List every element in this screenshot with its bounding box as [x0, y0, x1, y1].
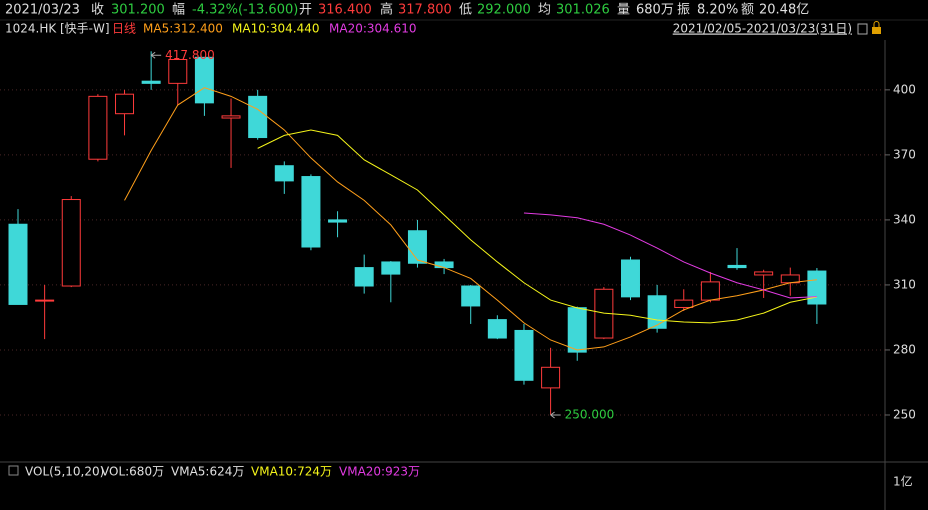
- date: 2021/03/23: [5, 3, 80, 18]
- ma-legend: MA10:304.440: [232, 22, 320, 36]
- annotation: 250.000: [565, 407, 615, 421]
- candle-body: [487, 319, 507, 339]
- candle-body: [221, 115, 241, 119]
- candle-body: [354, 267, 374, 287]
- candle-body: [301, 176, 321, 248]
- y-tick-label: 370: [893, 147, 916, 161]
- field-label: 高: [380, 2, 393, 18]
- y-tick-label: 250: [893, 407, 916, 421]
- candle-body: [461, 285, 481, 307]
- field-value: 301.200: [111, 3, 165, 18]
- y-tick-label: 310: [893, 277, 916, 291]
- candle-body: [88, 95, 108, 160]
- annotation-arrow: [550, 411, 561, 419]
- period: 日线: [112, 22, 136, 36]
- y-tick-label: 340: [893, 212, 916, 226]
- lock-shackle: [873, 21, 880, 27]
- field-value: 317.800: [398, 3, 452, 18]
- candle-body: [807, 270, 827, 305]
- annotation-arrow: [150, 51, 162, 59]
- field-label: 均: [538, 3, 551, 18]
- candle-body: [434, 261, 454, 269]
- field-label: 量: [617, 3, 630, 18]
- stock-name: [快手-W]: [60, 22, 110, 36]
- candle-body: [620, 259, 640, 298]
- volume-icon[interactable]: [8, 465, 19, 476]
- volume-label: VOL(5,10,20): [25, 465, 104, 479]
- candle-body: [700, 281, 720, 301]
- candle-body: [754, 271, 774, 276]
- y-tick-label: 280: [893, 342, 916, 356]
- candle-body: [514, 329, 534, 381]
- ma-legend: MA5:312.400: [143, 22, 223, 36]
- field-label: 幅: [172, 3, 185, 18]
- field-value: 8.20%: [697, 3, 738, 18]
- volume-label: VMA10:724万: [251, 465, 332, 479]
- candle-body: [328, 219, 348, 223]
- field-value: 316.400: [318, 3, 372, 18]
- candle-body: [567, 307, 587, 353]
- candle-body: [381, 261, 401, 275]
- annotation: 417.800: [165, 48, 215, 62]
- candle-body: [141, 80, 161, 84]
- field-label: 开: [299, 3, 312, 18]
- settings-icon[interactable]: [857, 23, 868, 35]
- ma-legend: MA20:304.610: [329, 22, 417, 36]
- y-tick-label: 400: [893, 82, 916, 96]
- lock-icon[interactable]: [872, 27, 881, 34]
- field-label: 收: [91, 3, 104, 18]
- candle-body: [61, 199, 81, 287]
- candle-body: [8, 223, 28, 305]
- volume-label: VOL:680万: [101, 465, 164, 479]
- candle-body: [647, 295, 667, 329]
- ma-line: [257, 129, 817, 324]
- candle-body: [248, 95, 268, 139]
- date-range[interactable]: 2021/02/05-2021/03/23(31日): [673, 22, 852, 36]
- field-value: 292.000: [477, 3, 531, 18]
- field-value: 680万: [636, 3, 674, 18]
- candle-body: [168, 59, 188, 84]
- field-value: -4.32%(-13.600): [192, 3, 298, 18]
- candle-body: [541, 366, 561, 389]
- candle-body: [35, 299, 55, 302]
- volume-label: VMA20:923万: [339, 465, 420, 479]
- ma-line: [523, 212, 817, 299]
- field-value: 301.026: [556, 3, 610, 18]
- candle-body: [674, 299, 694, 308]
- candle-body: [407, 230, 427, 264]
- volume-label: VMA5:624万: [171, 465, 244, 479]
- ma-line: [124, 87, 817, 351]
- candle-body: [727, 264, 747, 269]
- field-label: 低: [459, 3, 472, 18]
- volume-tick: 1亿: [893, 474, 913, 489]
- field-value: 20.48亿: [759, 3, 809, 18]
- field-label: 振: [677, 3, 690, 18]
- symbol: 1024.HK: [5, 22, 57, 36]
- candle-body: [194, 56, 214, 104]
- candle-body: [274, 165, 294, 182]
- candle-body: [115, 93, 135, 115]
- field-label: 额: [741, 3, 754, 18]
